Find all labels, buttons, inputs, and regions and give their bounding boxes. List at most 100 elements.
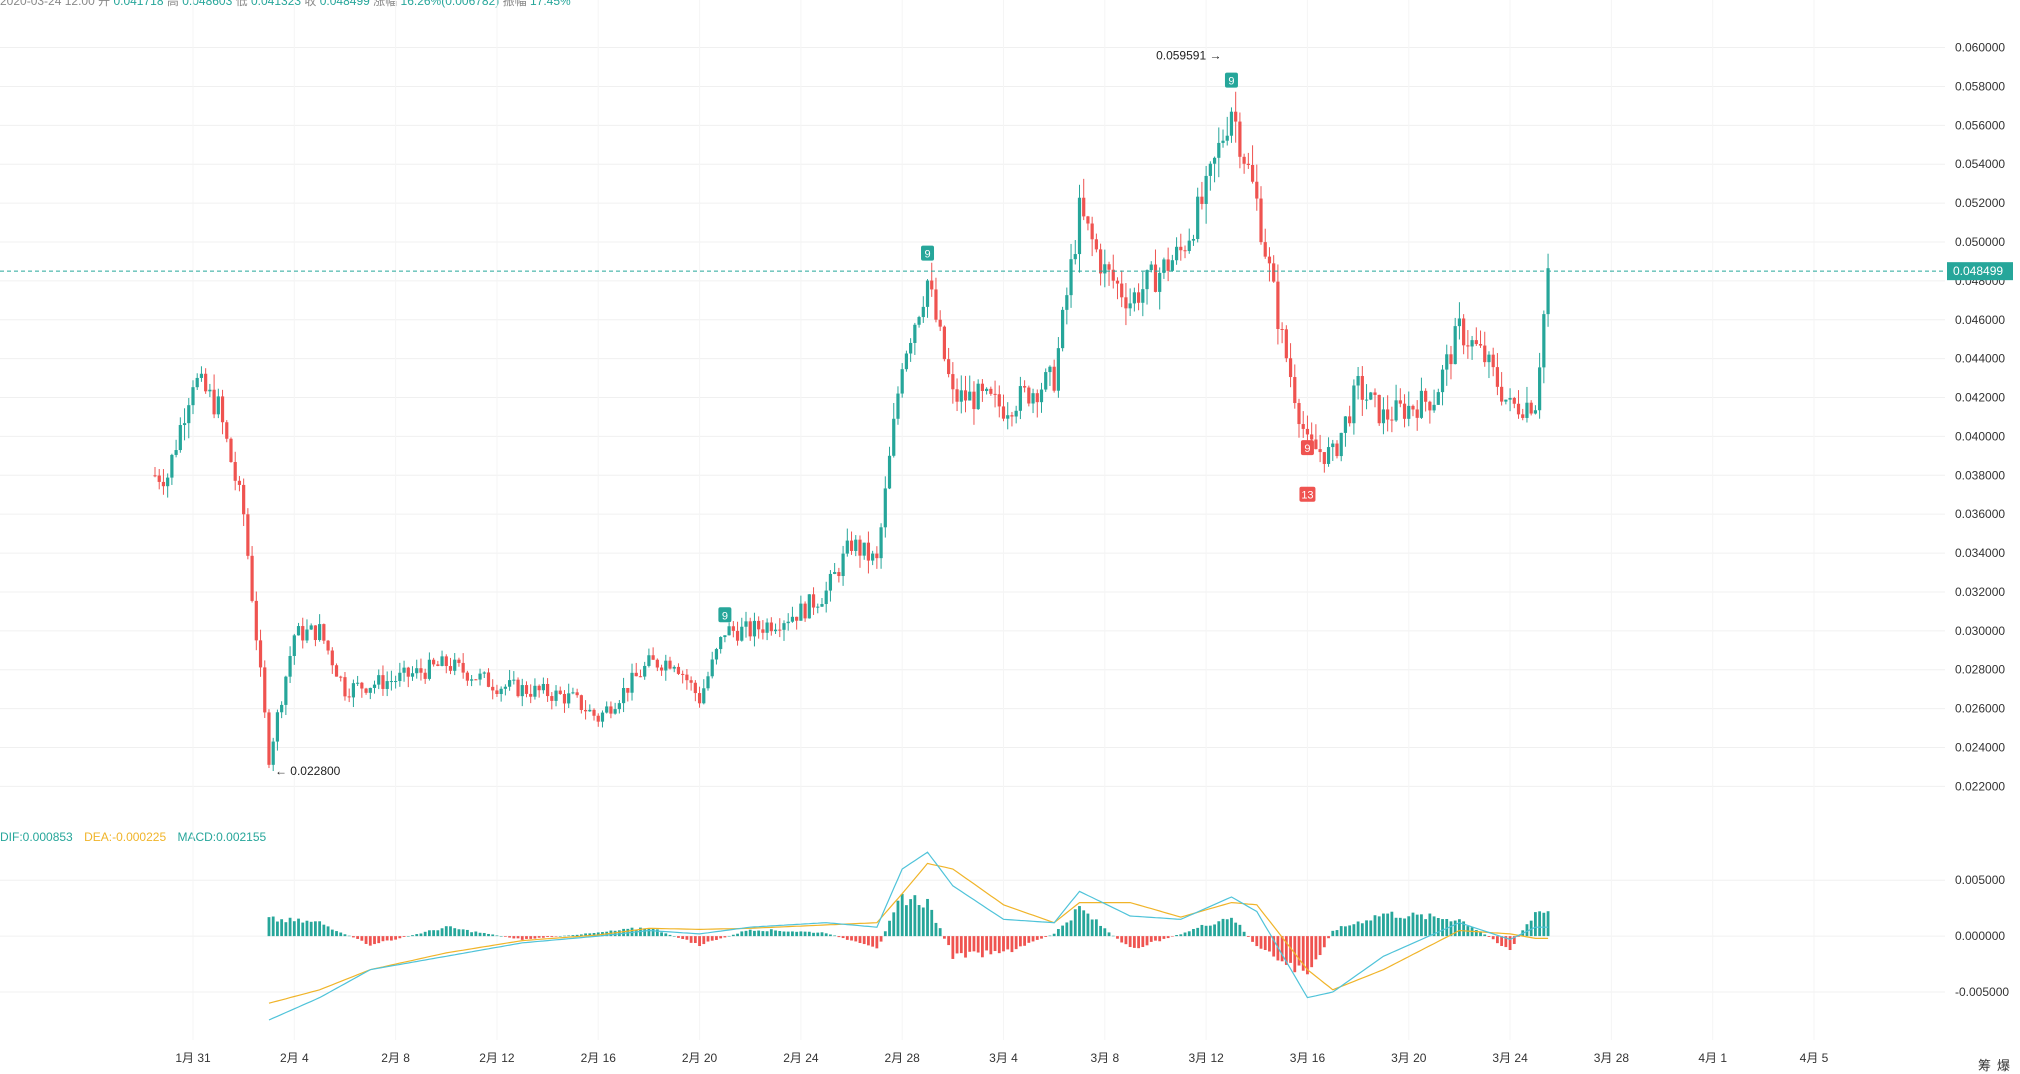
macd-bar [1301,936,1305,971]
macd-bar [1065,922,1069,937]
td-sequential-label: 9 [1304,443,1310,455]
candle-body [1039,389,1044,403]
liquidation-tool-icon[interactable]: 爆 [1996,1058,2016,1073]
dif-legend: DIF:0.000853 [0,830,73,844]
macd-bar [427,930,431,937]
macd-bar [909,899,913,937]
candle-body [250,555,254,601]
candle-body [1352,385,1356,424]
macd-bar [499,936,503,937]
candle-body [735,630,740,641]
candle-body [1027,387,1031,404]
candle-body [288,656,292,677]
candle-body [1314,439,1318,450]
last-price-label: 0.048499 [1953,264,2003,278]
candle-body [875,553,879,559]
candle-body [790,616,795,622]
candle-body [757,620,761,630]
candle-body [761,629,765,633]
time-tick-label: 2月 28 [885,1051,921,1065]
macd-bar [1284,936,1288,965]
candle-body [1267,256,1272,264]
time-tick-label: 4月 1 [1698,1051,1727,1065]
macd-bar [364,936,368,944]
candle-body [1445,354,1449,370]
candle-body [630,672,634,693]
high-price-annotation: 0.059591 → [1156,49,1221,63]
macd-bar [1525,924,1529,937]
candle-body [621,687,626,704]
candle-body [1483,345,1487,363]
time-tick-label: 3月 4 [989,1051,1018,1065]
candle-body [1478,344,1483,346]
macd-bar [660,932,663,937]
macd-bar [1306,936,1309,975]
macd-bar [1027,936,1031,943]
candle-body [997,394,1001,407]
macd-bar [292,921,296,937]
candle-body [1031,393,1035,404]
candle-body [1153,264,1158,292]
candle-body [1044,372,1048,390]
macd-bar [373,936,376,945]
candle-body [347,696,351,698]
candle-body [1377,394,1381,424]
candle-body [174,450,178,455]
candle-body [356,682,360,684]
candle-body [478,673,482,680]
candle-body [360,682,364,689]
macd-bar [985,936,989,951]
candle-body [925,280,930,307]
candle-body [1525,402,1529,418]
candle-body [828,573,833,591]
macd-tick-label: 0.005000 [1955,873,2005,887]
macd-bar [541,936,545,938]
candle-body [811,594,816,608]
macd-bar [1234,922,1238,937]
price-tick-label: 0.022000 [1955,779,2005,793]
candle-body [1504,399,1508,402]
macd-bar [343,934,347,937]
candle-body [1174,246,1179,261]
candle-body [220,396,225,423]
macd-bar [1339,926,1343,937]
macd-bar [284,922,288,937]
candle-body [609,706,613,714]
macd-bar [879,936,883,942]
macd-bar [402,936,406,937]
candle-body [1006,415,1010,419]
macd-bar [1078,906,1081,937]
time-tick-label: 3月 28 [1594,1051,1630,1065]
macd-bar [1428,913,1432,937]
macd-bar [710,936,714,941]
change-label: 涨幅 [373,0,398,8]
macd-bar [664,933,668,937]
macd-bar [1086,913,1090,937]
macd-bar [432,930,436,937]
candle-body [1487,354,1491,363]
candle-body [372,684,377,688]
candle-body [1107,264,1111,270]
chips-tool-icon[interactable]: 筹 [1977,1058,1997,1073]
candle-body [651,655,655,660]
macd-bar [892,912,896,937]
candle-body [672,666,676,669]
candle-body [942,326,947,360]
macd-bar [668,934,672,937]
candle-body [1474,340,1478,345]
candle-body [1491,354,1495,368]
candle-body [909,342,913,354]
macd-bar [347,935,351,937]
macd-bar [1512,936,1516,944]
macd-bar [1120,936,1124,943]
candle-body [486,672,491,687]
candle-body [1204,175,1208,204]
candle-body [1512,397,1516,404]
candle-body [605,706,609,713]
candle-body [744,621,748,627]
candle-body [613,709,617,714]
macd-bar [778,931,782,937]
macd-bar [875,936,879,949]
time-tick-label: 2月 20 [682,1051,718,1065]
